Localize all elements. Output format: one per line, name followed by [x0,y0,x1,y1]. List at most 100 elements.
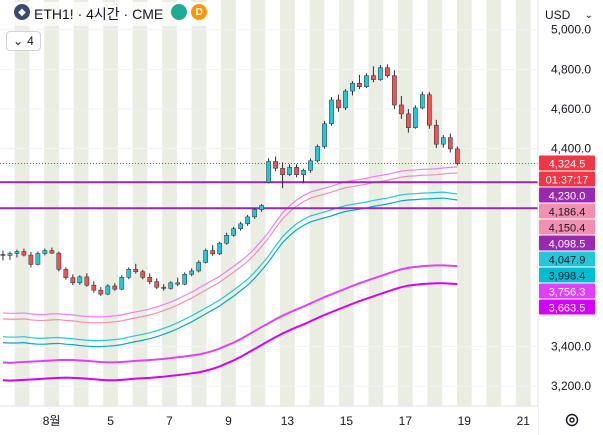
candle-body [343,90,348,109]
market-open-dot [171,4,188,20]
grid [0,29,538,387]
countdown-label[interactable]: 01:37:17 [539,171,595,187]
outer-top-pink-band [2,166,458,318]
symbol-title[interactable]: ETH1! · 4시간 · CME [34,6,164,22]
candle-body [126,269,132,278]
cyan-band-label[interactable]: 4,047.9 [539,251,595,267]
last-price-label[interactable]: 4,324.5 [539,155,595,171]
candle-body [440,137,446,145]
candle-body [112,285,118,290]
cyan-band-label-2[interactable]: 3,998.4 [539,267,595,283]
y-tick-label: 4,600.0 [551,102,591,116]
candle-body [182,274,188,285]
session-band [309,0,325,406]
cyan-band-label-bg [539,251,595,267]
candle-body [259,205,264,210]
x-tick-label: 5 [107,414,114,428]
session-band [486,0,502,406]
symbol-legend[interactable]: ◆ ETH1! · 4시간 · CME D [8,2,214,26]
pink-band-label[interactable]: 4,186.4 [539,203,595,219]
candle-body [119,277,125,290]
settings-icon[interactable] [564,412,580,428]
cyan-band-label-text: 4,047.9 [549,254,586,266]
time-axis[interactable] [0,406,538,435]
candle-body [294,167,299,175]
upper-line-label-bg [539,187,595,203]
candle-body [420,94,425,109]
candle-body [454,148,460,164]
candle-body [196,262,202,272]
candle-body [154,281,160,288]
candle-body [84,276,90,286]
candle-body [392,75,397,106]
lower-line-label[interactable]: 4,098.5 [539,235,595,251]
last-price-label-bg [539,155,595,171]
magenta-band-label-bg [539,283,595,299]
candle-body [133,269,139,272]
candle-body [385,67,390,76]
pink-band-label-text: 4,186.4 [549,206,586,218]
x-tick-label: 7 [166,414,173,428]
candle-body [231,228,236,236]
cyan-band-label-2-text: 3,998.4 [549,270,586,282]
indicator-toggle[interactable]: ⌄ 4 [6,31,41,51]
candle-body [147,277,153,282]
session-band [132,0,148,406]
candle-body [413,107,418,128]
currency-label: USD [545,8,571,22]
candle-body [329,99,334,125]
candle-body [287,167,292,175]
symbol-header[interactable]: ◆ ETH1! · 4시간 · CME D [0,0,214,28]
candle-body [56,252,62,270]
magenta-band-label-2[interactable]: 3,663.5 [539,299,595,315]
candle-body [238,223,243,229]
candle-body [105,285,111,295]
upper-line-label[interactable]: 4,230.0 [539,187,595,203]
y-tick-label: 3,200.0 [551,379,591,393]
candle-body [350,82,355,92]
session-band [397,0,413,406]
candle-body [315,146,320,162]
session-band [339,0,354,406]
candle-body [7,253,13,256]
lower-cyan-band [2,197,458,348]
lower-line-label-text: 4,098.5 [549,238,586,250]
candle-body [252,209,257,218]
magenta-band-label-text: 3,756.3 [549,286,586,298]
candle-body [280,168,285,175]
lower-line-label-bg [539,235,595,251]
candle-body [0,254,6,256]
session-band [103,0,118,406]
candle-body [217,242,222,255]
y-tick-label: 3,400.0 [551,340,591,354]
magenta-band-label[interactable]: 3,756.3 [539,283,595,299]
upper-cyan-band [2,191,458,342]
currency-selector[interactable]: USD ⌄ [541,5,597,25]
candles [0,64,460,297]
candle-body [98,289,104,295]
x-tick-label: 13 [281,414,295,428]
candle-body [70,277,76,284]
x-tick-label: 8월 [43,414,61,428]
candle-body [364,75,369,87]
cyan-band-label-2-bg [539,267,595,283]
candle-body [273,161,278,169]
pink-band-label-2[interactable]: 4,150.4 [539,219,595,235]
x-tick-label: 19 [458,414,472,428]
pink-band-label-2-text: 4,150.4 [549,222,586,234]
x-tick-label: 15 [340,414,354,428]
x-tick-label: 9 [225,414,232,428]
session-band [14,0,30,406]
candle-body [189,270,195,275]
candle-body [77,276,83,284]
indicator-count: 4 [27,34,34,48]
candle-body [28,254,34,265]
countdown-label-bg [539,171,595,187]
y-tick-label: 5,000.0 [551,23,591,37]
candle-body [21,251,27,256]
x-tick-label: 17 [399,414,413,428]
session-band [427,0,443,406]
candle-body [203,250,209,263]
pink-band-label-2-bg [539,219,595,235]
